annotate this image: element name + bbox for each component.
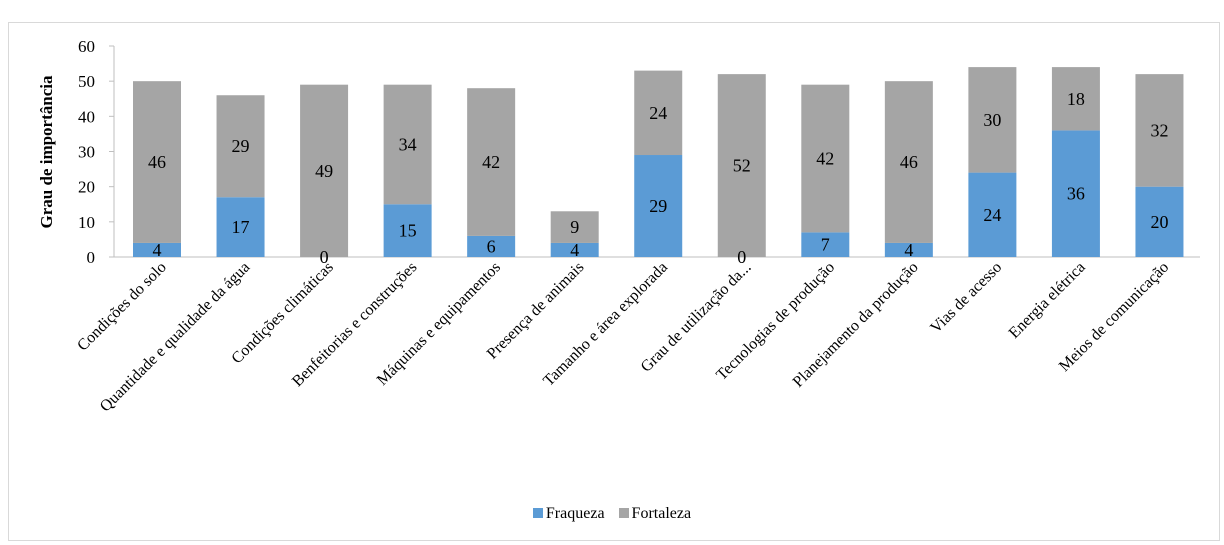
data-label-fraqueza: 7 [821, 235, 830, 255]
bar-fraqueza [133, 242, 181, 257]
data-label-fraqueza: 36 [1067, 184, 1085, 204]
bar-fortaleza [550, 211, 599, 243]
bar-fraqueza [550, 242, 599, 257]
bar-fortaleza [467, 88, 516, 236]
data-label-fortaleza: 49 [315, 161, 333, 181]
bar-fortaleza [216, 95, 265, 198]
data-label-fraqueza: 15 [399, 221, 417, 241]
data-label-fortaleza: 24 [649, 103, 667, 123]
y-axis-label: Grau de importância [37, 75, 56, 228]
value-labels: 4461729049153464249292405274244624303618… [148, 89, 1168, 267]
x-tick-label: Vias de acesso [927, 259, 1005, 337]
y-tick-label: 60 [78, 37, 95, 56]
data-label-fraqueza: 4 [904, 240, 913, 260]
data-label-fraqueza: 17 [232, 217, 250, 237]
data-label-fortaleza: 42 [816, 149, 834, 169]
bar-fortaleza [1135, 74, 1184, 187]
bars [133, 67, 1184, 257]
bar-fortaleza [1051, 67, 1100, 131]
bar-fraqueza [634, 155, 683, 257]
data-label-fraqueza: 24 [983, 205, 1001, 225]
y-tick-label: 20 [78, 178, 95, 197]
x-tick-label: Energia elétrica [1006, 259, 1089, 342]
legend: Fraqueza Fortaleza [0, 505, 1224, 523]
y-tick-label: 30 [78, 143, 95, 162]
data-label-fortaleza: 30 [983, 110, 1001, 130]
data-label-fraqueza: 6 [487, 236, 496, 256]
bar-fortaleza [300, 84, 349, 257]
data-label-fortaleza: 52 [733, 156, 751, 176]
y-tick-label: 0 [87, 248, 96, 267]
legend-item-fraqueza: Fraqueza [532, 505, 605, 523]
data-label-fraqueza: 4 [153, 240, 162, 260]
bar-fraqueza [216, 197, 265, 257]
bar-fraqueza [1135, 186, 1184, 257]
bar-fraqueza [968, 172, 1017, 257]
bar-fortaleza [801, 84, 850, 233]
bar-fortaleza [634, 70, 683, 156]
data-label-fraqueza: 0 [737, 247, 746, 267]
legend-swatch-fraqueza [532, 508, 543, 518]
bar-fraqueza [884, 242, 933, 257]
y-tick-label: 40 [78, 107, 95, 126]
bar-fortaleza [884, 81, 933, 243]
bar-fortaleza [133, 81, 181, 243]
bar-fraqueza [467, 235, 516, 257]
x-tick-label: Quantidade e qualidade da água [97, 259, 254, 416]
legend-label-fortaleza: Fortaleza [631, 505, 692, 522]
bar-fortaleza [383, 84, 432, 205]
data-label-fraqueza: 29 [649, 196, 667, 216]
bar-fraqueza [801, 232, 850, 257]
bar-fraqueza [383, 204, 432, 257]
data-label-fortaleza: 9 [570, 217, 579, 237]
data-label-fraqueza: 20 [1150, 212, 1168, 232]
data-label-fortaleza: 18 [1067, 89, 1085, 109]
x-tick-label: Condições do solo [74, 259, 170, 355]
legend-item-fortaleza: Fortaleza [618, 505, 692, 523]
data-label-fortaleza: 42 [482, 152, 500, 172]
bar-fraqueza [1051, 130, 1100, 257]
y-tick-label: 50 [78, 72, 95, 91]
legend-swatch-fortaleza [618, 508, 629, 518]
data-label-fortaleza: 34 [399, 134, 417, 154]
data-label-fortaleza: 46 [148, 152, 166, 172]
bar-fortaleza [717, 74, 766, 257]
chart-frame [8, 22, 1220, 541]
data-label-fortaleza: 46 [900, 152, 918, 172]
y-tick-label: 10 [78, 213, 95, 232]
data-label-fortaleza: 32 [1150, 120, 1168, 140]
data-label-fraqueza: 4 [570, 240, 579, 260]
legend-label-fraqueza: Fraqueza [545, 505, 605, 522]
data-label-fraqueza: 0 [320, 247, 329, 267]
data-label-fortaleza: 29 [232, 136, 250, 156]
bar-fortaleza [968, 67, 1017, 173]
